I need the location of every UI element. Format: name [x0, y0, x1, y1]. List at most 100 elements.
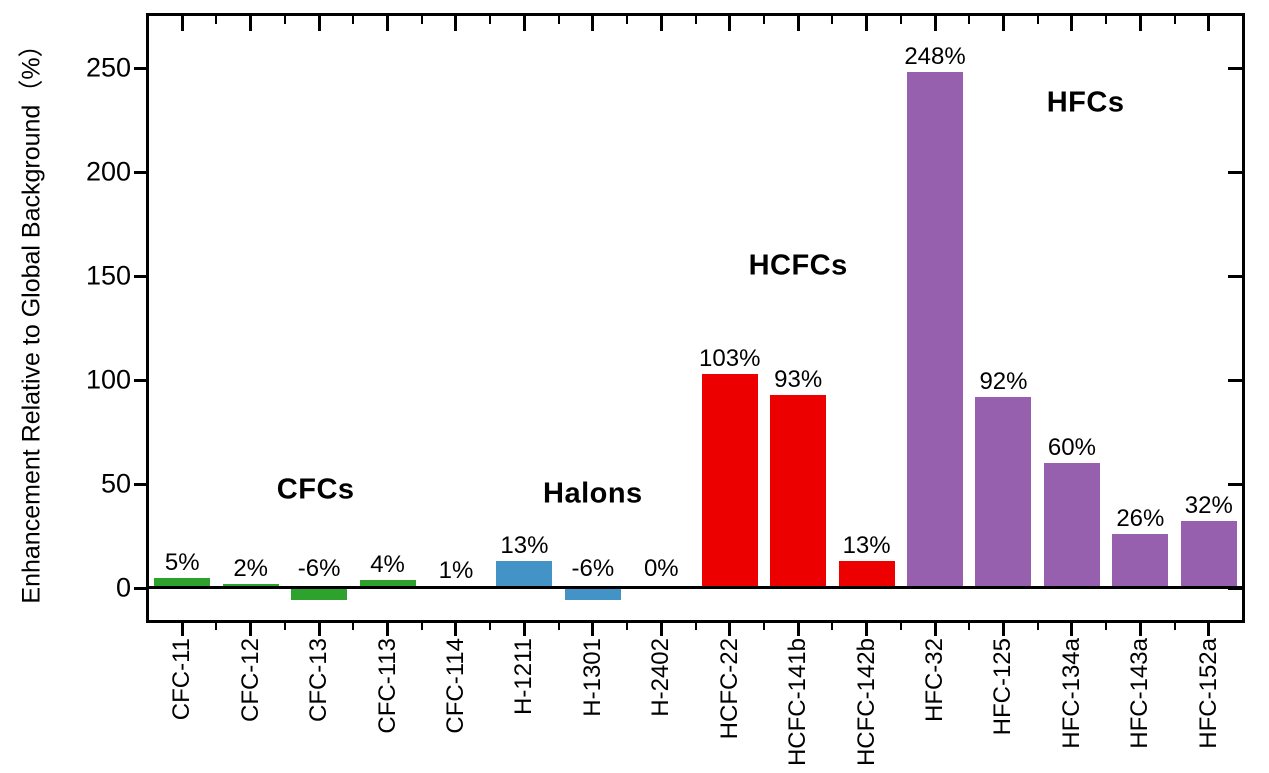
x-minor-tick-top: [831, 16, 834, 24]
x-tick-bottom: [1001, 623, 1005, 636]
y-tick-label: 200: [85, 156, 131, 187]
x-tick-label-text: HFC-32: [921, 638, 949, 723]
bar-value-label: -6%: [297, 555, 341, 582]
x-minor-tick-bottom: [1036, 623, 1039, 630]
x-tick-top: [522, 16, 526, 31]
x-tick-label-text: H-1301: [578, 638, 606, 717]
x-minor-tick-bottom: [1105, 623, 1108, 630]
plot-area: [146, 13, 1245, 623]
x-minor-tick-top: [762, 16, 765, 24]
x-minor-tick-bottom: [968, 623, 971, 630]
x-tick-top: [933, 16, 937, 31]
y-tick-label: 50: [100, 468, 131, 499]
x-tick-top: [386, 16, 390, 31]
bar-value-label: 93%: [774, 365, 823, 393]
x-tick-label-text: CFC-114: [441, 638, 469, 734]
x-minor-tick-top: [352, 16, 355, 24]
x-tick-bottom: [522, 623, 526, 636]
x-tick-top: [249, 16, 253, 31]
bar: [1043, 463, 1100, 589]
x-minor-tick-top: [557, 16, 560, 24]
x-tick-label-text: CFC-13: [305, 638, 333, 723]
x-minor-tick-top: [420, 16, 423, 24]
y-axis-title-text: Enhancement Relative to Global Backgroun…: [17, 32, 46, 604]
x-tick-label-text: HCFC-22: [715, 638, 743, 740]
x-tick-label-text: HFC-152a: [1194, 638, 1222, 749]
x-tick-label-text: HFC-125: [989, 638, 1017, 736]
y-tick-left: [134, 274, 146, 278]
y-tick-right: [1228, 274, 1242, 278]
group-label: Halons: [543, 477, 643, 510]
x-tick-top: [1070, 16, 1074, 31]
group-label: HCFCs: [748, 249, 848, 282]
x-tick-label-text: HCFC-142b: [852, 638, 880, 767]
x-minor-tick-bottom: [557, 623, 560, 630]
x-tick-label-text: H-2402: [647, 638, 675, 717]
group-label: HFCs: [1046, 86, 1125, 119]
bar-value-label: 248%: [904, 43, 966, 71]
x-minor-tick-top: [1105, 16, 1108, 24]
x-minor-tick-bottom: [1173, 623, 1176, 630]
x-minor-tick-bottom: [489, 623, 492, 630]
x-tick-bottom: [659, 623, 663, 636]
y-tick-left: [134, 66, 146, 70]
x-tick-label-text: CFC-11: [168, 638, 196, 721]
bar: [154, 577, 211, 589]
x-tick-top: [180, 16, 184, 31]
y-tick-label: 150: [85, 260, 131, 291]
x-minor-tick-bottom: [420, 623, 423, 630]
x-tick-bottom: [317, 623, 321, 636]
bar: [770, 394, 827, 589]
bar-value-label: 5%: [164, 548, 200, 576]
x-tick-top: [796, 16, 800, 31]
x-tick-top: [1001, 16, 1005, 31]
zero-baseline: [149, 586, 1242, 589]
x-tick-bottom: [933, 623, 937, 636]
x-tick-bottom: [796, 623, 800, 636]
x-minor-tick-top: [283, 16, 286, 24]
bar-value-label: 4%: [370, 550, 405, 578]
x-tick-bottom: [1207, 623, 1211, 636]
x-tick-bottom: [865, 623, 869, 636]
x-tick-label-text: CFC-12: [236, 638, 264, 723]
bar: [1112, 533, 1169, 589]
bar-value-label: 92%: [979, 367, 1028, 395]
x-tick-label-text: H-1211: [510, 638, 538, 715]
x-minor-tick-top: [489, 16, 492, 24]
x-minor-tick-bottom: [626, 623, 629, 630]
y-tick-left: [134, 378, 146, 382]
y-tick-label: 100: [85, 364, 131, 395]
x-tick-label-text: CFC-113: [373, 638, 401, 734]
bar: [701, 373, 758, 589]
x-tick-bottom: [454, 623, 458, 636]
bar-value-label: 13%: [842, 531, 891, 559]
x-tick-label-text: HFC-143a: [1126, 638, 1154, 749]
x-minor-tick-top: [626, 16, 629, 24]
bar: [291, 586, 348, 601]
x-minor-tick-top: [215, 16, 218, 24]
x-tick-top: [865, 16, 869, 31]
y-tick-right: [1228, 170, 1242, 174]
x-tick-bottom: [180, 623, 184, 636]
x-minor-tick-bottom: [831, 623, 834, 630]
x-tick-bottom: [728, 623, 732, 636]
x-tick-bottom: [1138, 623, 1142, 636]
bar-value-label: 26%: [1116, 504, 1165, 532]
x-tick-label-text: HCFC-141b: [784, 638, 812, 767]
y-tick-label: 0: [115, 572, 131, 603]
bar-value-label: 32%: [1184, 492, 1233, 520]
bar-value-label: 0%: [643, 555, 679, 582]
y-tick-right: [1228, 378, 1242, 382]
bar: [496, 560, 553, 589]
x-minor-tick-bottom: [694, 623, 697, 630]
x-tick-top: [659, 16, 663, 31]
x-tick-top: [317, 16, 321, 31]
x-tick-top: [728, 16, 732, 31]
bar-value-label: 13%: [500, 531, 549, 559]
y-tick-right: [1228, 66, 1242, 70]
y-tick-label: 250: [85, 52, 131, 83]
y-tick-left: [134, 482, 146, 486]
x-minor-tick-bottom: [215, 623, 218, 630]
x-minor-tick-top: [968, 16, 971, 24]
